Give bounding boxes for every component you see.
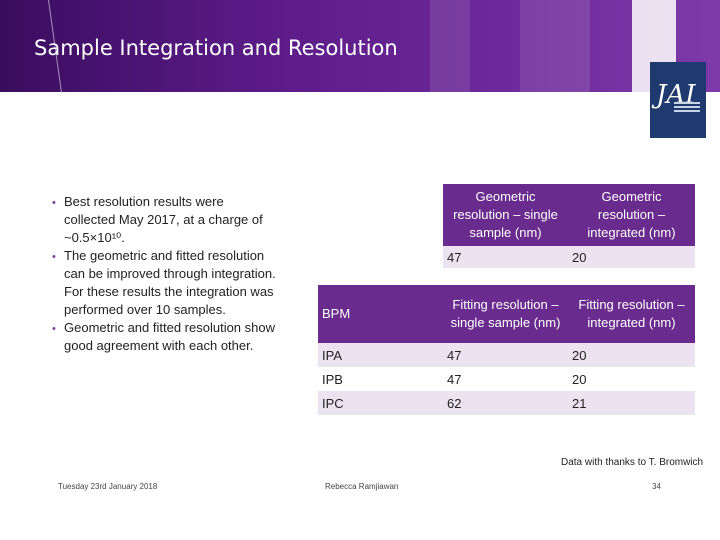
table-row: IPB 47 20 — [318, 367, 695, 391]
fitting-integrated-value: 21 — [568, 391, 695, 415]
page-number: 34 — [652, 482, 661, 491]
fitting-integrated-value: 20 — [568, 343, 695, 367]
bullet-item: • Best resolution results were collected … — [52, 193, 277, 247]
empty-cell — [318, 246, 443, 268]
footer-author: Rebecca Ramjiawan — [325, 482, 399, 491]
data-credit: Data with thanks to T. Bromwich — [561, 457, 704, 468]
bullet-dot-icon: • — [52, 323, 56, 335]
bullet-dot-icon: • — [52, 197, 56, 209]
bullet-text: Geometric and fitted resolution show goo… — [64, 320, 275, 353]
bullet-text: Best resolution results were collected M… — [64, 194, 263, 245]
empty-cell — [318, 184, 443, 246]
geometric-header-row: Geometric resolution – single sample (nm… — [318, 184, 695, 246]
slide-title: Sample Integration and Resolution — [34, 36, 398, 60]
bullet-item: • Geometric and fitted resolution show go… — [52, 319, 277, 355]
resolution-table: Geometric resolution – single sample (nm… — [318, 184, 695, 415]
banner-stripe — [520, 0, 590, 92]
fitting-single-value: 47 — [443, 343, 568, 367]
fitting-single-value: 47 — [443, 367, 568, 391]
fitting-single-value: 62 — [443, 391, 568, 415]
bpm-label: IPC — [318, 391, 443, 415]
table-row: IPA 47 20 — [318, 343, 695, 367]
logo-line — [674, 106, 700, 108]
title-banner: Sample Integration and Resolution — [0, 0, 720, 92]
fitting-header-row: BPM Fitting resolution – single sample (… — [318, 285, 695, 343]
fitting-integrated-value: 20 — [568, 367, 695, 391]
geometric-integrated-value: 20 — [568, 246, 695, 268]
geometric-integrated-header: Geometric resolution – integrated (nm) — [568, 184, 695, 246]
table-gap — [318, 268, 695, 285]
bpm-header: BPM — [318, 285, 443, 343]
bpm-label: IPA — [318, 343, 443, 367]
banner-stripe — [430, 0, 470, 92]
bullet-list: • Best resolution results were collected … — [52, 193, 277, 355]
bullet-item: • The geometric and fitted resolution can… — [52, 247, 277, 319]
footer-date: Tuesday 23rd January 2018 — [58, 482, 158, 491]
geometric-single-value: 47 — [443, 246, 568, 268]
geometric-single-header: Geometric resolution – single sample (nm… — [443, 184, 568, 246]
geometric-value-row: 47 20 — [318, 246, 695, 268]
logo-line — [674, 102, 700, 104]
table-gap-row — [318, 268, 695, 285]
bullet-text: The geometric and fitted resolution can … — [64, 248, 276, 317]
fitting-integrated-header: Fitting resolution – integrated (nm) — [568, 285, 695, 343]
logo-mark: JAI — [656, 80, 696, 110]
fitting-single-header: Fitting resolution – single sample (nm) — [443, 285, 568, 343]
jai-logo: JAI — [650, 62, 706, 138]
logo-line — [674, 110, 700, 112]
table-row: IPC 62 21 — [318, 391, 695, 415]
bpm-label: IPB — [318, 367, 443, 391]
bullet-dot-icon: • — [52, 251, 56, 263]
